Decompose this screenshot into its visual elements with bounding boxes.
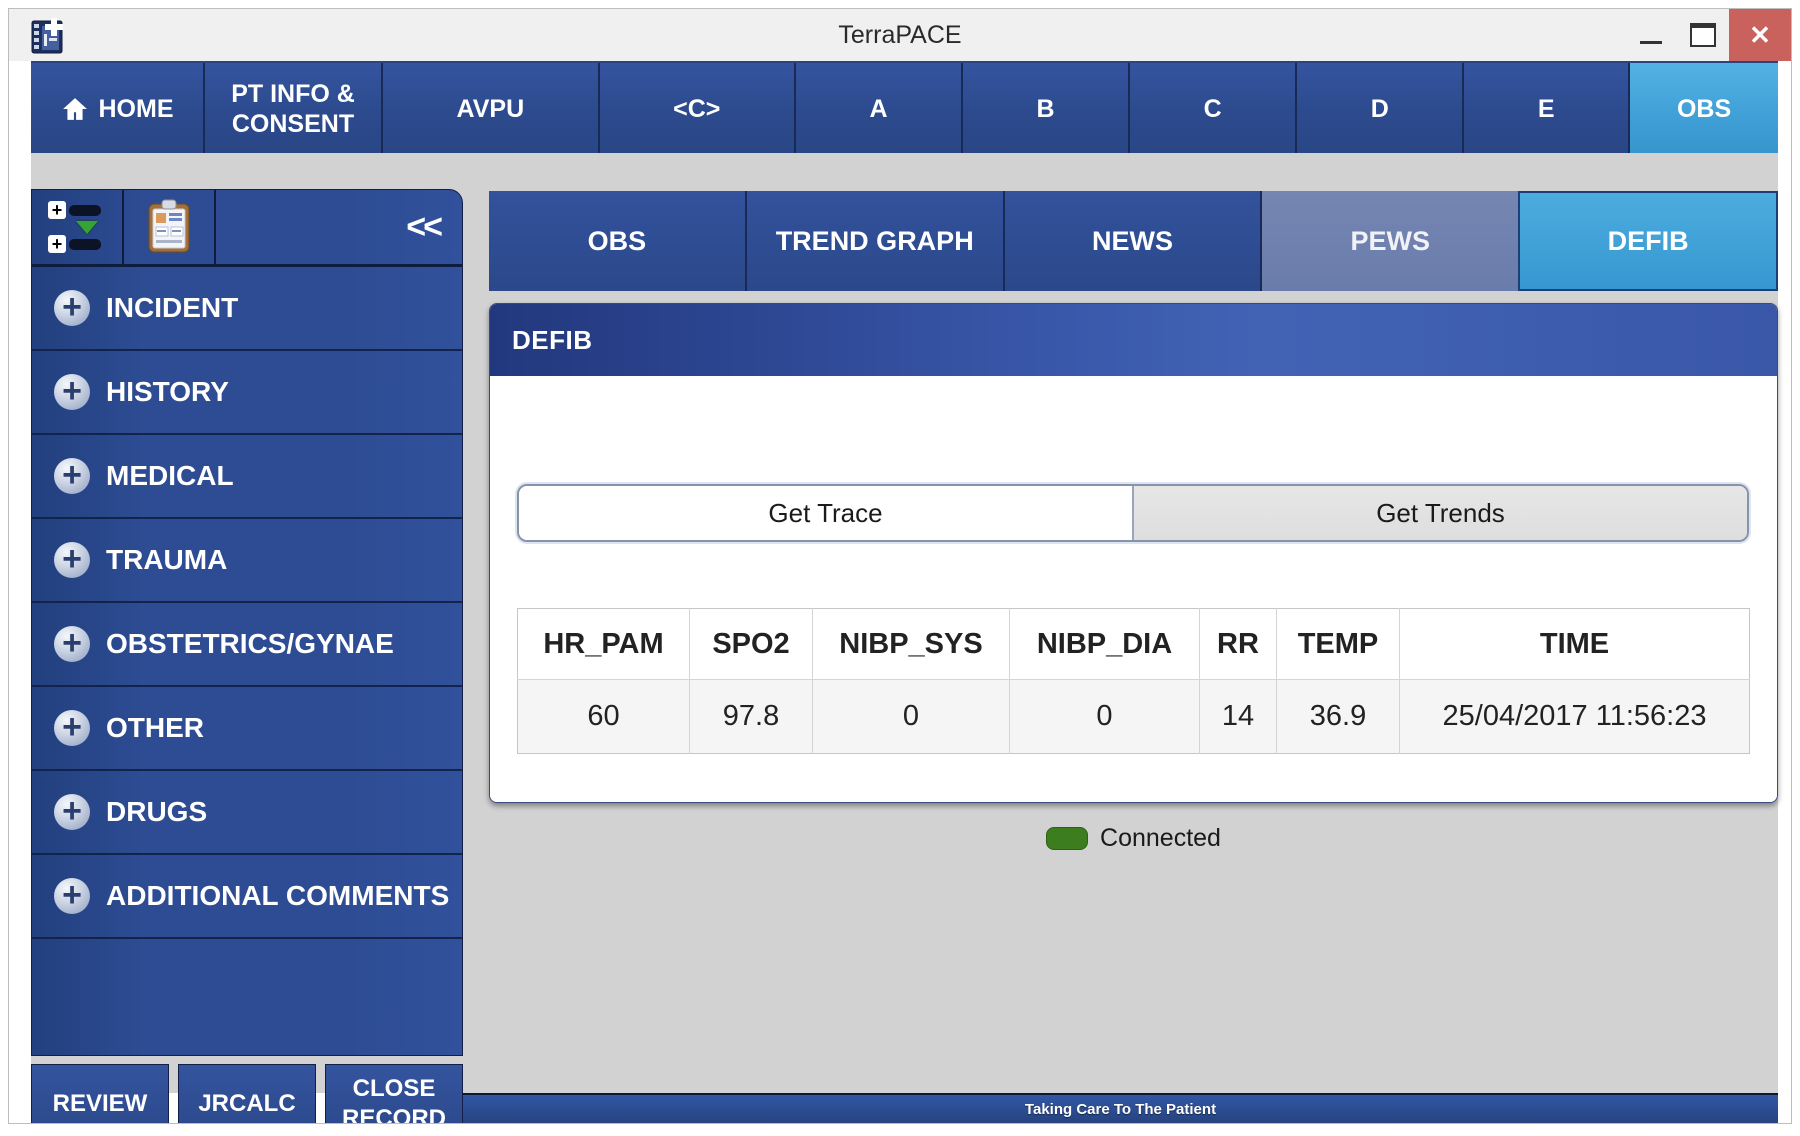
tab-c[interactable]: C [1128,63,1296,155]
sidebar-item-trauma[interactable]: TRAUMA [32,519,462,603]
minimize-icon [1640,40,1662,44]
sidebar-collapse-button[interactable]: << [406,207,443,246]
tab-home[interactable]: HOME [31,63,203,155]
connection-status: Connected [490,824,1777,853]
footer-tagline: Taking Care To The Patient [1024,1100,1217,1118]
vitals-header-row: HR_PAM SPO2 NIBP_SYS NIBP_DIA RR TEMP TI… [517,608,1750,680]
window-title: TerraPACE [838,20,962,49]
plus-circle-icon [54,794,90,830]
jrcalc-button[interactable]: JRCALC [178,1064,316,1123]
value-time: 25/04/2017 11:56:23 [1399,679,1750,754]
connection-status-label: Connected [1100,824,1221,852]
sidebar-header: + + [32,190,462,267]
value-rr: 14 [1199,679,1277,754]
plus-circle-icon [54,290,90,326]
value-nibp-dia: 0 [1009,679,1200,754]
titlebar: TerraPACE ✕ [9,9,1791,61]
sidebar-item-medical[interactable]: MEDICAL [32,435,462,519]
top-nav: HOME PT INFO & CONSENT AVPU <C> A B C D … [31,61,1779,155]
sidebar-item-obstetrics-gynae[interactable]: OBSTETRICS/GYNAE [32,603,462,687]
defib-panel: DEFIB Get Trace Get Trends HR_PAM SPO2 [489,303,1778,852]
obs-subtabs: OBS TREND GRAPH NEWS PEWS DEFIB [489,191,1778,291]
subtab-news[interactable]: NEWS [1002,191,1261,291]
subtab-trend-graph[interactable]: TREND GRAPH [744,191,1003,291]
sidebar-item-additional-comments[interactable]: ADDITIONAL COMMENTS [32,855,462,939]
col-spo2: SPO2 [689,608,813,680]
subtab-obs[interactable]: OBS [489,191,745,291]
plus-circle-icon [54,710,90,746]
tab-b[interactable]: B [961,63,1129,155]
footer-bar: Taking Care To The Patient [463,1093,1778,1123]
subtab-pews[interactable]: PEWS [1260,191,1519,291]
defib-panel-title: DEFIB [490,304,1777,376]
col-nibp-sys: NIBP_SYS [812,608,1010,680]
connected-indicator-icon [1046,827,1089,850]
value-temp: 36.9 [1276,679,1400,754]
plus-circle-icon [54,878,90,914]
sidebar-item-other[interactable]: OTHER [32,687,462,771]
close-button[interactable]: ✕ [1729,9,1791,61]
get-trace-button[interactable]: Get Trace [519,486,1134,540]
plus-circle-icon [54,458,90,494]
tab-avpu[interactable]: AVPU [381,63,598,155]
vitals-table: HR_PAM SPO2 NIBP_SYS NIBP_DIA RR TEMP TI… [517,608,1750,754]
review-button[interactable]: REVIEW [31,1064,169,1123]
clipboard-icon [148,199,190,253]
tab-a[interactable]: A [793,63,962,155]
value-spo2: 97.8 [689,679,813,754]
app-window: TerraPACE ✕ HOME PT INFO & CONSENT AVPU … [8,8,1792,1124]
maximize-button[interactable] [1677,9,1729,61]
tab-d[interactable]: D [1295,63,1463,155]
tab-pt-info-consent[interactable]: PT INFO & CONSENT [203,63,381,155]
plus-circle-icon [54,542,90,578]
col-rr: RR [1199,608,1277,680]
sidebar-item-drugs[interactable]: DRUGS [32,771,462,855]
expand-tree-button[interactable]: + + [32,190,124,264]
close-record-button[interactable]: CLOSE RECORD [325,1064,463,1123]
sidebar-item-incident[interactable]: INCIDENT [32,267,462,351]
expand-tree-icon: + + [48,201,106,253]
plus-circle-icon [54,626,90,662]
tab-e[interactable]: E [1462,63,1629,155]
window-controls: ✕ [1625,9,1791,61]
home-icon [62,98,87,120]
tab-c-catastrophic[interactable]: <C> [597,63,794,155]
tab-obs[interactable]: OBS [1628,63,1779,155]
vitals-data-row: 60 97.8 0 0 14 36.9 25/04/2017 11:56:23 [517,679,1750,754]
minimize-button[interactable] [1625,9,1677,61]
maximize-icon [1690,23,1716,47]
get-trends-button[interactable]: Get Trends [1134,486,1747,540]
col-time: TIME [1399,608,1750,680]
sidebar-item-history[interactable]: HISTORY [32,351,462,435]
defib-mode-toggle: Get Trace Get Trends [517,484,1749,542]
sidebar-bottom-buttons: REVIEW JRCALC CLOSE RECORD [31,1064,463,1123]
app-icon [31,18,63,54]
col-hr-pam: HR_PAM [517,608,690,680]
subtab-defib[interactable]: DEFIB [1518,191,1778,291]
patient-record-button[interactable] [124,190,216,264]
col-nibp-dia: NIBP_DIA [1009,608,1200,680]
sidebar: + + [31,189,463,1056]
plus-circle-icon [54,374,90,410]
value-nibp-sys: 0 [812,679,1010,754]
col-temp: TEMP [1276,608,1400,680]
defib-panel-body: Get Trace Get Trends HR_PAM SPO2 NIBP_SY… [490,376,1777,852]
close-icon: ✕ [1749,19,1771,50]
value-hr-pam: 60 [517,679,690,754]
